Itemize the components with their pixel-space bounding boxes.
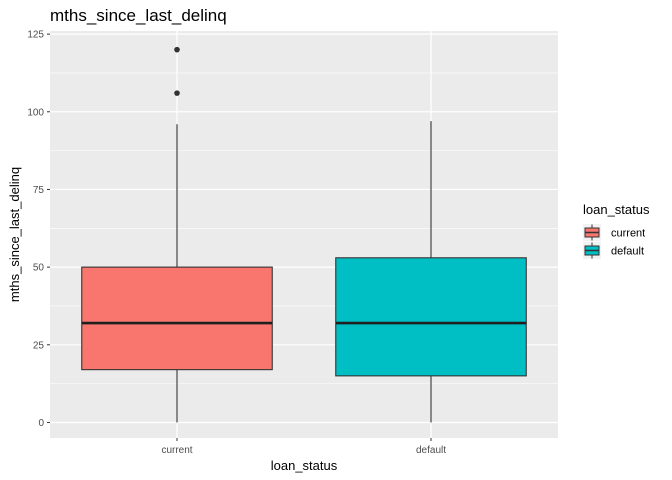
y-tick-label: 25 — [33, 340, 45, 351]
legend-key-current: current — [583, 224, 645, 241]
box-current — [81, 46, 273, 423]
y-tick-label: 0 — [38, 418, 44, 429]
legend-label: default — [611, 246, 644, 258]
y-tick-label: 125 — [27, 30, 44, 41]
chart-title: mths_since_last_delinq — [50, 6, 227, 25]
y-tick-label: 50 — [33, 263, 45, 274]
y-axis-title: mths_since_last_delinq — [7, 167, 22, 302]
legend: loan_status current default — [583, 202, 650, 259]
axis-layer: 0 25 50 75 100 125 current default — [27, 30, 446, 456]
box-default — [335, 121, 527, 423]
outlier-point — [174, 90, 180, 96]
iqr-box — [81, 266, 273, 371]
legend-label: current — [611, 228, 645, 240]
legend-key-default: default — [583, 242, 644, 259]
box-layer — [81, 46, 527, 423]
x-tick-label: current — [161, 445, 192, 456]
x-axis-title: loan_status — [271, 458, 338, 473]
plot-panel — [50, 31, 558, 438]
legend-title: loan_status — [583, 202, 650, 217]
y-tick-label: 100 — [27, 107, 44, 118]
iqr-box — [335, 257, 527, 377]
y-tick-label: 75 — [33, 185, 45, 196]
x-tick-label: default — [416, 445, 446, 456]
outlier-point — [174, 46, 180, 53]
